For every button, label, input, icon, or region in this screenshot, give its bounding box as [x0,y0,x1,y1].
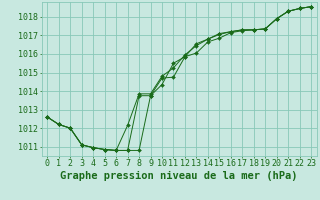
X-axis label: Graphe pression niveau de la mer (hPa): Graphe pression niveau de la mer (hPa) [60,171,298,181]
